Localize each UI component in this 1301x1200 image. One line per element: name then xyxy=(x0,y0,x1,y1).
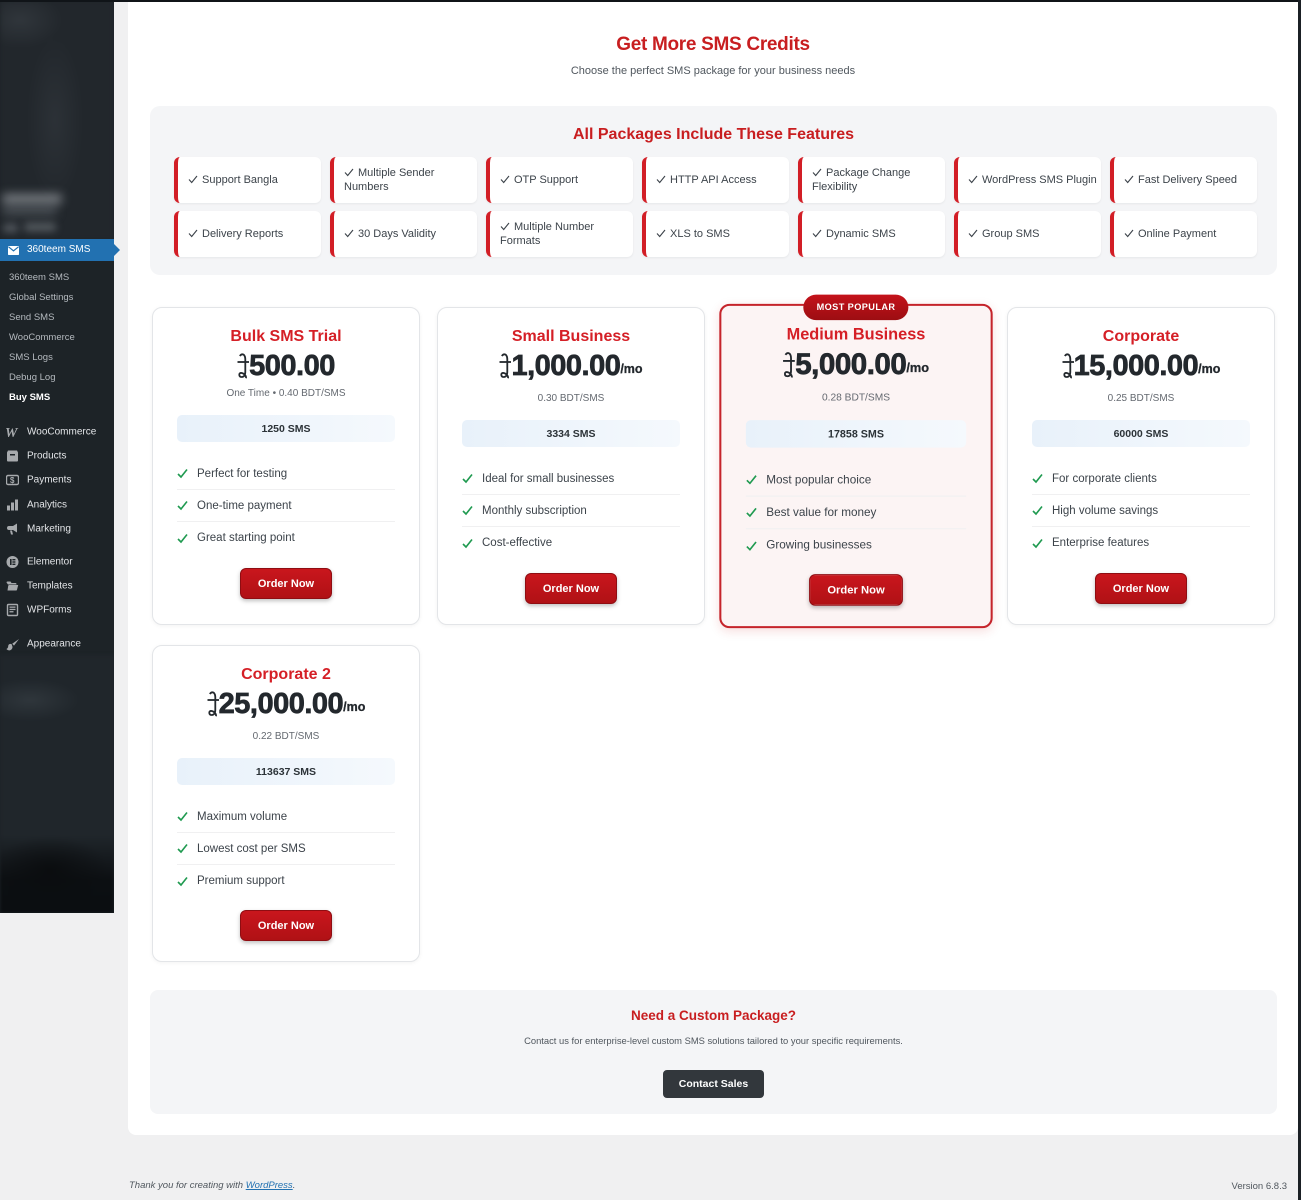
svg-text:W: W xyxy=(6,426,19,439)
svg-text:$: $ xyxy=(10,476,15,485)
